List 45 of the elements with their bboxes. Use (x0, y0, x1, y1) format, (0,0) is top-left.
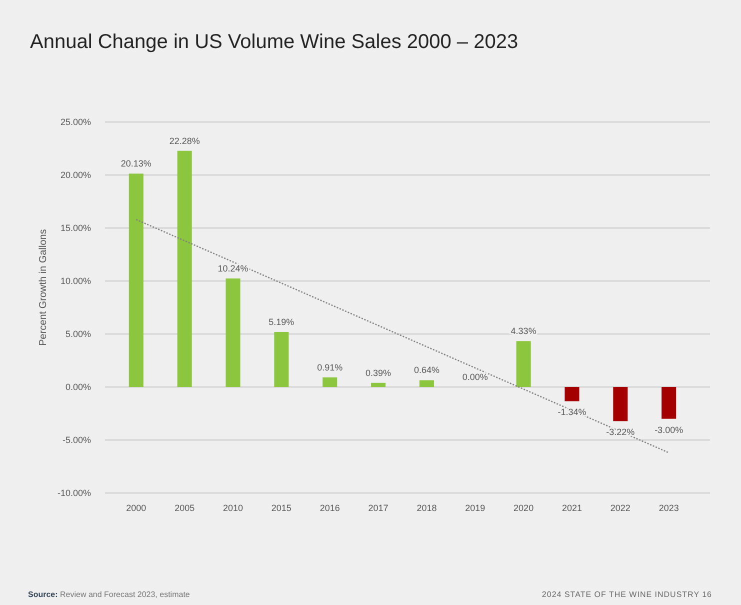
bar (274, 332, 289, 387)
y-tick-label: 25.00% (60, 117, 91, 127)
x-tick-label: 2015 (271, 503, 292, 513)
bar (128, 174, 144, 387)
x-tick-label: 2023 (658, 503, 679, 513)
source-note: Source: Review and Forecast 2023, estimate (28, 590, 190, 599)
bar (516, 341, 531, 387)
x-tick-label: 2019 (465, 503, 486, 513)
data-label: 4.33% (510, 326, 536, 336)
bar (662, 387, 676, 419)
y-tick-label: 5.00% (65, 329, 91, 339)
x-tick-label: 2022 (610, 503, 630, 513)
x-tick-label: 2018 (416, 503, 437, 513)
x-tick-label: 2021 (562, 503, 582, 513)
data-label: 10.24% (218, 263, 248, 274)
bar (322, 377, 338, 387)
data-label: -3.00% (654, 424, 684, 435)
bar (371, 382, 386, 387)
y-tick-label: 10.00% (60, 276, 91, 286)
bar (226, 278, 240, 387)
y-tick-label: 0.00% (65, 382, 91, 392)
data-label: 0.39% (366, 368, 392, 378)
x-tick-label: 2005 (174, 503, 195, 513)
data-label: 20.13% (120, 158, 152, 169)
y-tick-label: -5.00% (62, 435, 91, 445)
x-tick-label: 2016 (320, 503, 340, 513)
chart-title: Annual Change in US Volume Wine Sales 2000 – 2023 (30, 31, 518, 53)
bar (419, 380, 434, 387)
y-tick-label: 20.00% (60, 170, 91, 180)
x-tick-label: 2020 (514, 503, 534, 513)
bar (177, 150, 192, 387)
data-label: 0.00% (462, 372, 488, 382)
y-tick-label: -10.00% (57, 488, 91, 498)
bar (564, 387, 580, 402)
x-tick-label: 2010 (222, 503, 244, 513)
y-tick-label: 15.00% (60, 223, 91, 233)
x-tick-label: 2017 (368, 503, 388, 513)
data-label: 22.28% (169, 136, 200, 146)
bar (613, 387, 628, 422)
data-label: 0.91% (317, 362, 343, 372)
data-label: 0.64% (414, 365, 440, 376)
x-tick-label: 2000 (126, 503, 146, 513)
y-axis-title: Percent Growth in Gallons (38, 229, 49, 346)
text: 2024 STATE OF THE WINE INDUSTRY 16 (542, 590, 712, 599)
data-label: 5.19% (268, 316, 294, 327)
